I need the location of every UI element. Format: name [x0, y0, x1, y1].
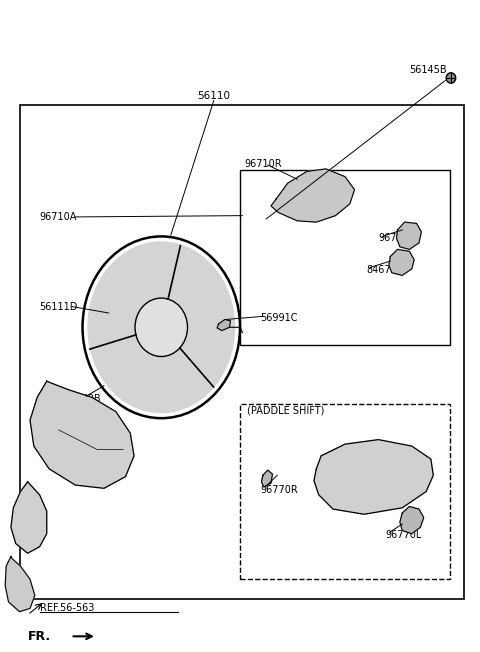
- Text: 96710A: 96710A: [39, 212, 77, 222]
- Ellipse shape: [87, 241, 235, 413]
- Text: 96710L: 96710L: [378, 233, 415, 243]
- Text: FR.: FR.: [28, 630, 51, 643]
- Ellipse shape: [135, 298, 188, 357]
- Polygon shape: [217, 319, 230, 331]
- Text: 56991C: 56991C: [261, 313, 298, 323]
- Polygon shape: [262, 470, 273, 487]
- Text: 56145B: 56145B: [409, 65, 447, 74]
- Text: 56111D: 56111D: [39, 301, 78, 312]
- Text: 56110: 56110: [197, 91, 230, 100]
- Text: 96770R: 96770R: [261, 484, 298, 495]
- Polygon shape: [271, 169, 355, 222]
- Ellipse shape: [446, 73, 456, 83]
- Polygon shape: [5, 556, 35, 612]
- Text: 96710R: 96710R: [245, 158, 282, 169]
- Text: (PADDLE SHIFT): (PADDLE SHIFT): [247, 406, 324, 415]
- Polygon shape: [30, 381, 134, 488]
- Polygon shape: [389, 250, 414, 275]
- Bar: [240, 170, 450, 346]
- Polygon shape: [400, 507, 424, 534]
- Polygon shape: [11, 482, 47, 554]
- Bar: [21, 105, 464, 599]
- Polygon shape: [396, 222, 421, 250]
- Text: 84673B: 84673B: [366, 265, 404, 274]
- Text: REF.56-563: REF.56-563: [39, 603, 94, 614]
- Polygon shape: [314, 439, 433, 514]
- Bar: [240, 404, 450, 579]
- Text: 96770L: 96770L: [385, 530, 422, 540]
- Text: 56170B: 56170B: [63, 394, 101, 404]
